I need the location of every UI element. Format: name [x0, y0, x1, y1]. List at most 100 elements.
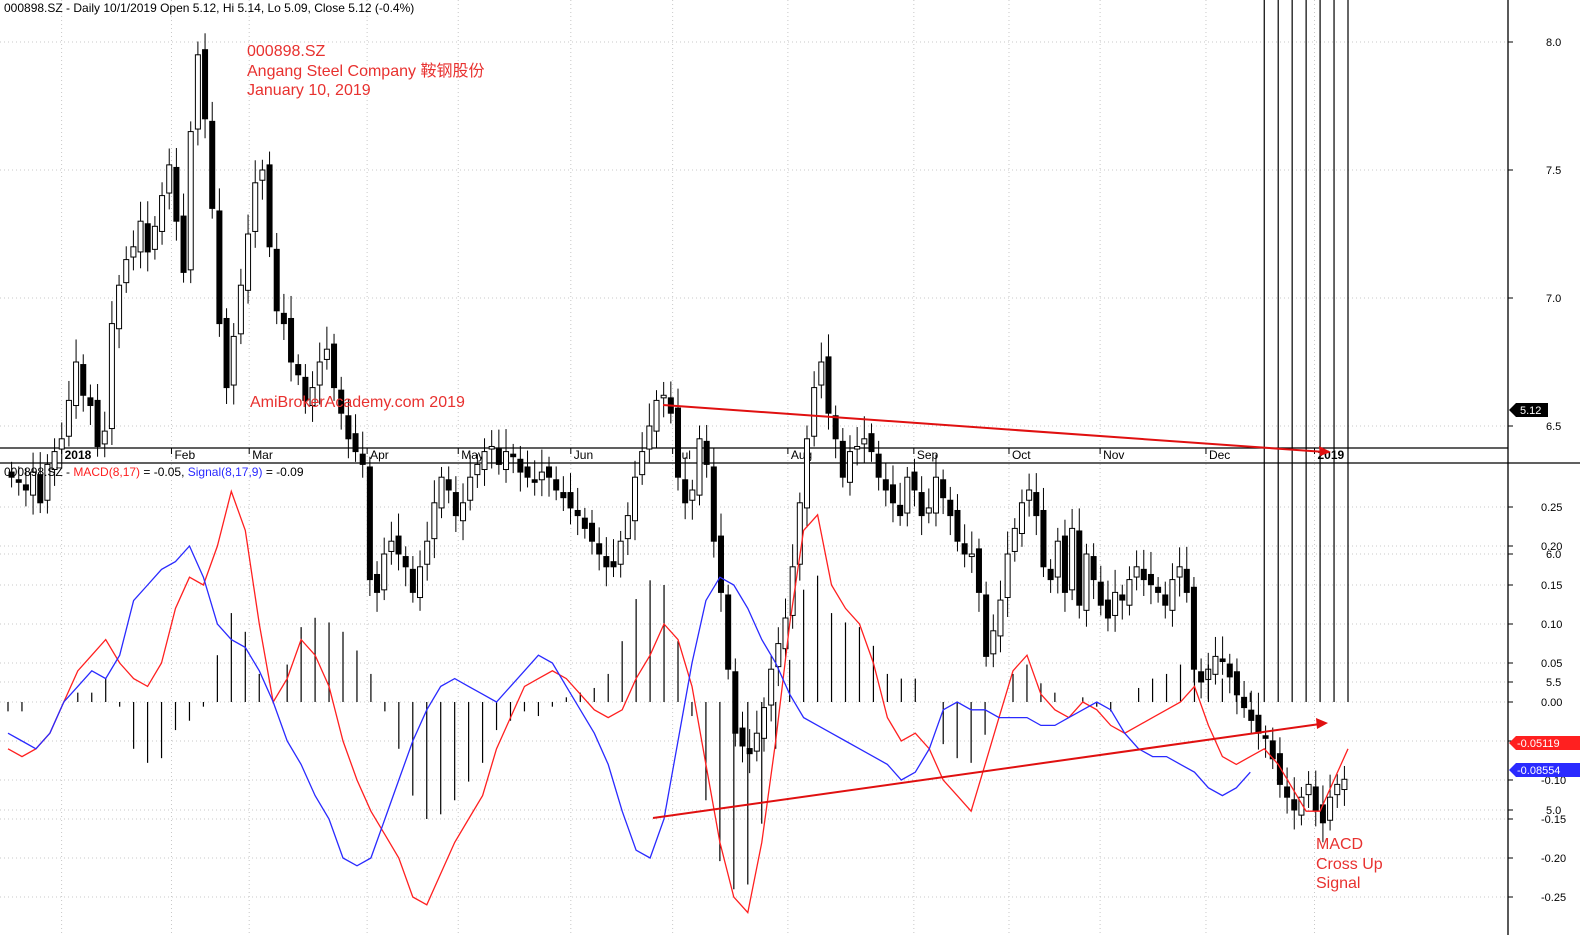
candle-body [316, 361, 323, 386]
candle-body [309, 387, 316, 407]
signal-line [7, 544, 1251, 867]
svg-text:-0.05119: -0.05119 [1517, 738, 1560, 750]
macd-histogram [7, 0, 1349, 890]
candle-body [1262, 735, 1269, 739]
candle-body [488, 445, 495, 450]
candle-body [273, 248, 280, 312]
candle-body [682, 479, 689, 504]
candle-body [280, 312, 287, 325]
candle-body [1004, 553, 1011, 599]
time-tick-label: Sep [917, 448, 939, 462]
candle-body [1069, 527, 1076, 591]
time-tick-label: Dec [1209, 448, 1230, 462]
candle-body [51, 451, 58, 471]
candle-body [717, 535, 725, 593]
candle-body [581, 517, 588, 529]
candle-body [1298, 796, 1305, 816]
candle-body [1312, 786, 1319, 811]
candle-body [495, 448, 502, 465]
candle-body [159, 195, 166, 232]
candle-body [1047, 568, 1054, 581]
candle-body [739, 727, 746, 747]
candle-body [30, 471, 37, 496]
candle-body [1162, 594, 1169, 606]
price-trendline [662, 404, 1326, 453]
candle-body [803, 438, 810, 509]
candle-body [44, 463, 51, 501]
candle-body [180, 215, 187, 273]
candle-body [796, 502, 803, 565]
candlestick-series [8, 33, 1348, 843]
candle-body [1090, 556, 1097, 581]
macd-tick-label: -0.10 [1541, 775, 1566, 787]
candle-body [37, 474, 44, 504]
candle-body [424, 540, 431, 565]
candle-body [252, 182, 259, 232]
candle-body [359, 453, 366, 465]
candle-body [1011, 527, 1018, 552]
price-trendline-arrowhead [1319, 446, 1331, 456]
candle-body [968, 553, 975, 558]
watermark: AmiBrokerAcademy.com 2019 [250, 394, 465, 411]
macd-tick-label: -0.25 [1541, 892, 1566, 904]
candle-body [846, 451, 853, 483]
chart-title-line-1: 000898.SZ [247, 43, 326, 60]
time-tick-label: Apr [370, 448, 389, 462]
candle-body [904, 476, 911, 514]
candle-body [832, 415, 839, 440]
candle-body [1341, 778, 1348, 791]
time-tick-label: Oct [1012, 448, 1031, 462]
candle-body [503, 451, 510, 471]
candle-body [517, 458, 524, 473]
macd-tick-label: 0.05 [1541, 658, 1562, 670]
candle-body [445, 479, 452, 491]
candle-body [660, 394, 667, 399]
macd-tick-label: 0.20 [1541, 541, 1562, 553]
last-price-badge: 5.12 [1509, 403, 1548, 417]
svg-text:-0.08554: -0.08554 [1517, 765, 1560, 777]
macd-tick-label: 0.15 [1541, 580, 1562, 592]
candle-body [624, 515, 631, 540]
candle-body [94, 399, 101, 447]
candle-body [947, 499, 954, 517]
candle-body [194, 54, 201, 130]
candle-body [101, 430, 108, 445]
candle-body [266, 164, 273, 248]
candle-body [725, 594, 732, 670]
candle-body [130, 246, 137, 258]
candle-body [1334, 783, 1341, 796]
candle-body [65, 399, 72, 437]
candle-body [868, 433, 875, 453]
chart-title-line-2: Angang Steel Company 鞍钢股份 [247, 62, 484, 80]
candle-body [323, 348, 330, 360]
candle-body [596, 543, 603, 555]
candle-body [331, 343, 338, 389]
candle-body [1133, 566, 1140, 578]
candle-body [854, 445, 861, 450]
price-tick-label: 8.0 [1546, 37, 1561, 49]
candle-body [481, 451, 488, 471]
candle-body [696, 438, 703, 496]
candle-body [295, 364, 302, 376]
candle-body [245, 233, 252, 291]
candle-body [546, 466, 553, 478]
price-tick-label: 5.5 [1546, 677, 1561, 689]
macd-trendline [652, 723, 1321, 819]
candle-body [1226, 663, 1233, 678]
price-tick-label: 6.0 [1546, 549, 1561, 561]
time-tick-label: May [461, 448, 484, 462]
candle-body [646, 425, 653, 450]
candle-body [230, 335, 237, 386]
candle-body [818, 361, 825, 386]
candle-body [811, 387, 818, 437]
candle-body [710, 466, 717, 542]
signal-value-badge: -0.08554 [1509, 763, 1580, 777]
candle-body [975, 548, 982, 593]
candle-body [889, 484, 896, 504]
candle-body [631, 476, 639, 522]
candle-body [474, 463, 481, 476]
macd-trendline-arrowhead [1316, 718, 1328, 729]
candle-body [173, 166, 180, 222]
candle-body [1327, 796, 1334, 821]
